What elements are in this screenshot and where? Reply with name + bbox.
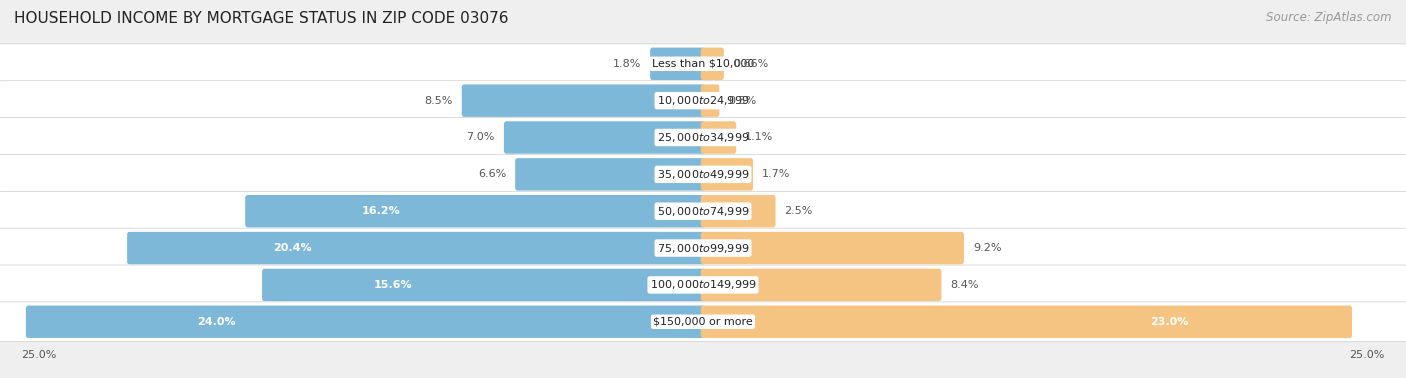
Text: 24.0%: 24.0% xyxy=(197,317,235,327)
Legend: Without Mortgage, With Mortgage: Without Mortgage, With Mortgage xyxy=(575,377,831,378)
Text: $150,000 or more: $150,000 or more xyxy=(654,317,752,327)
Text: 0.66%: 0.66% xyxy=(733,59,768,69)
Text: $75,000 to $99,999: $75,000 to $99,999 xyxy=(657,242,749,254)
FancyBboxPatch shape xyxy=(0,228,1406,268)
Text: 2.5%: 2.5% xyxy=(785,206,813,216)
FancyBboxPatch shape xyxy=(127,232,706,264)
FancyBboxPatch shape xyxy=(503,121,706,154)
FancyBboxPatch shape xyxy=(0,81,1406,121)
FancyBboxPatch shape xyxy=(25,305,706,338)
FancyBboxPatch shape xyxy=(700,121,737,154)
Text: 20.4%: 20.4% xyxy=(273,243,311,253)
Text: 8.4%: 8.4% xyxy=(950,280,979,290)
Text: $35,000 to $49,999: $35,000 to $49,999 xyxy=(657,168,749,181)
Text: 8.5%: 8.5% xyxy=(425,96,453,105)
FancyBboxPatch shape xyxy=(0,302,1406,342)
Text: $10,000 to $24,999: $10,000 to $24,999 xyxy=(657,94,749,107)
Text: 1.7%: 1.7% xyxy=(762,169,790,179)
Text: $50,000 to $74,999: $50,000 to $74,999 xyxy=(657,205,749,218)
FancyBboxPatch shape xyxy=(0,44,1406,84)
FancyBboxPatch shape xyxy=(515,158,706,191)
Text: 16.2%: 16.2% xyxy=(361,206,401,216)
Text: 1.8%: 1.8% xyxy=(613,59,641,69)
Text: 6.6%: 6.6% xyxy=(478,169,506,179)
Text: Source: ZipAtlas.com: Source: ZipAtlas.com xyxy=(1267,11,1392,24)
FancyBboxPatch shape xyxy=(262,269,706,301)
FancyBboxPatch shape xyxy=(0,191,1406,231)
Text: Less than $10,000: Less than $10,000 xyxy=(652,59,754,69)
FancyBboxPatch shape xyxy=(700,48,724,80)
Text: HOUSEHOLD INCOME BY MORTGAGE STATUS IN ZIP CODE 03076: HOUSEHOLD INCOME BY MORTGAGE STATUS IN Z… xyxy=(14,11,509,26)
Text: 1.1%: 1.1% xyxy=(745,133,773,143)
FancyBboxPatch shape xyxy=(245,195,706,228)
Text: 25.0%: 25.0% xyxy=(21,350,56,360)
FancyBboxPatch shape xyxy=(700,269,942,301)
FancyBboxPatch shape xyxy=(700,158,754,191)
Text: 0.5%: 0.5% xyxy=(728,96,756,105)
FancyBboxPatch shape xyxy=(461,84,706,117)
FancyBboxPatch shape xyxy=(0,155,1406,194)
FancyBboxPatch shape xyxy=(700,305,1353,338)
Text: $25,000 to $34,999: $25,000 to $34,999 xyxy=(657,131,749,144)
Text: 7.0%: 7.0% xyxy=(467,133,495,143)
FancyBboxPatch shape xyxy=(700,232,965,264)
FancyBboxPatch shape xyxy=(650,48,706,80)
Text: 23.0%: 23.0% xyxy=(1150,317,1188,327)
Text: 9.2%: 9.2% xyxy=(973,243,1001,253)
Text: 15.6%: 15.6% xyxy=(374,280,412,290)
Text: $100,000 to $149,999: $100,000 to $149,999 xyxy=(650,279,756,291)
FancyBboxPatch shape xyxy=(0,118,1406,157)
Text: 25.0%: 25.0% xyxy=(1350,350,1385,360)
FancyBboxPatch shape xyxy=(700,195,776,228)
FancyBboxPatch shape xyxy=(0,265,1406,305)
FancyBboxPatch shape xyxy=(700,84,720,117)
